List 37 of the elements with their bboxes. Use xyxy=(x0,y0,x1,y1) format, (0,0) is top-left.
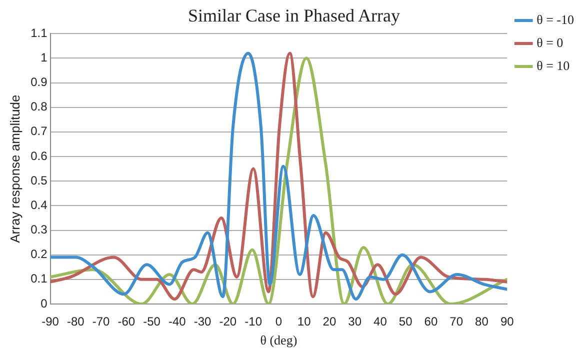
x-tick-label: -80 xyxy=(66,314,85,329)
legend-label: θ = -10 xyxy=(536,12,574,27)
y-tick-label: 0 xyxy=(40,296,48,310)
y-tick-label: 0.3 xyxy=(30,222,48,237)
y-tick-label: 0.2 xyxy=(30,247,48,262)
x-tick-label: 20 xyxy=(322,314,336,329)
x-tick-label: -20 xyxy=(219,314,237,329)
x-tick-label: 10 xyxy=(297,314,312,329)
y-tick-label: 1.1 xyxy=(30,26,48,40)
legend-label: θ = 0 xyxy=(536,34,564,50)
chart-title: Similar Case in Phased Array xyxy=(188,6,400,26)
y-axis-title: Array response amplitude xyxy=(7,94,22,243)
x-tick-label: 0 xyxy=(275,314,282,329)
x-tick-label: -40 xyxy=(168,314,186,329)
x-tick-label: 50 xyxy=(398,314,413,329)
x-tick-label: -30 xyxy=(194,314,212,329)
x-tick-label: 30 xyxy=(348,314,362,329)
y-tick-label: 0.1 xyxy=(30,272,48,286)
x-tick-label: -60 xyxy=(118,314,136,329)
x-tick-label: 60 xyxy=(424,314,438,329)
legend-label: θ = 10 xyxy=(536,58,570,73)
x-tick-label: 90 xyxy=(500,314,514,329)
x-tick-label: -70 xyxy=(92,314,110,329)
y-tick-label: 0.5 xyxy=(30,173,48,188)
y-tick-label: 0.9 xyxy=(30,75,48,90)
y-tick-label: 0.4 xyxy=(30,198,48,212)
x-tick-label: 70 xyxy=(450,314,464,329)
x-tick-label: 40 xyxy=(374,314,388,329)
y-tick-label: 0.7 xyxy=(30,124,48,138)
x-tick-label: -10 xyxy=(244,314,262,329)
x-tick-label: 80 xyxy=(475,314,489,329)
y-tick-label: 1 xyxy=(40,50,48,64)
x-tick-label: -90 xyxy=(42,314,60,329)
x-tick-label: -50 xyxy=(143,314,161,329)
y-tick-label: 0.6 xyxy=(30,148,48,163)
x-axis-title: θ (deg) xyxy=(260,332,298,348)
y-tick-label: 0.8 xyxy=(30,100,48,114)
